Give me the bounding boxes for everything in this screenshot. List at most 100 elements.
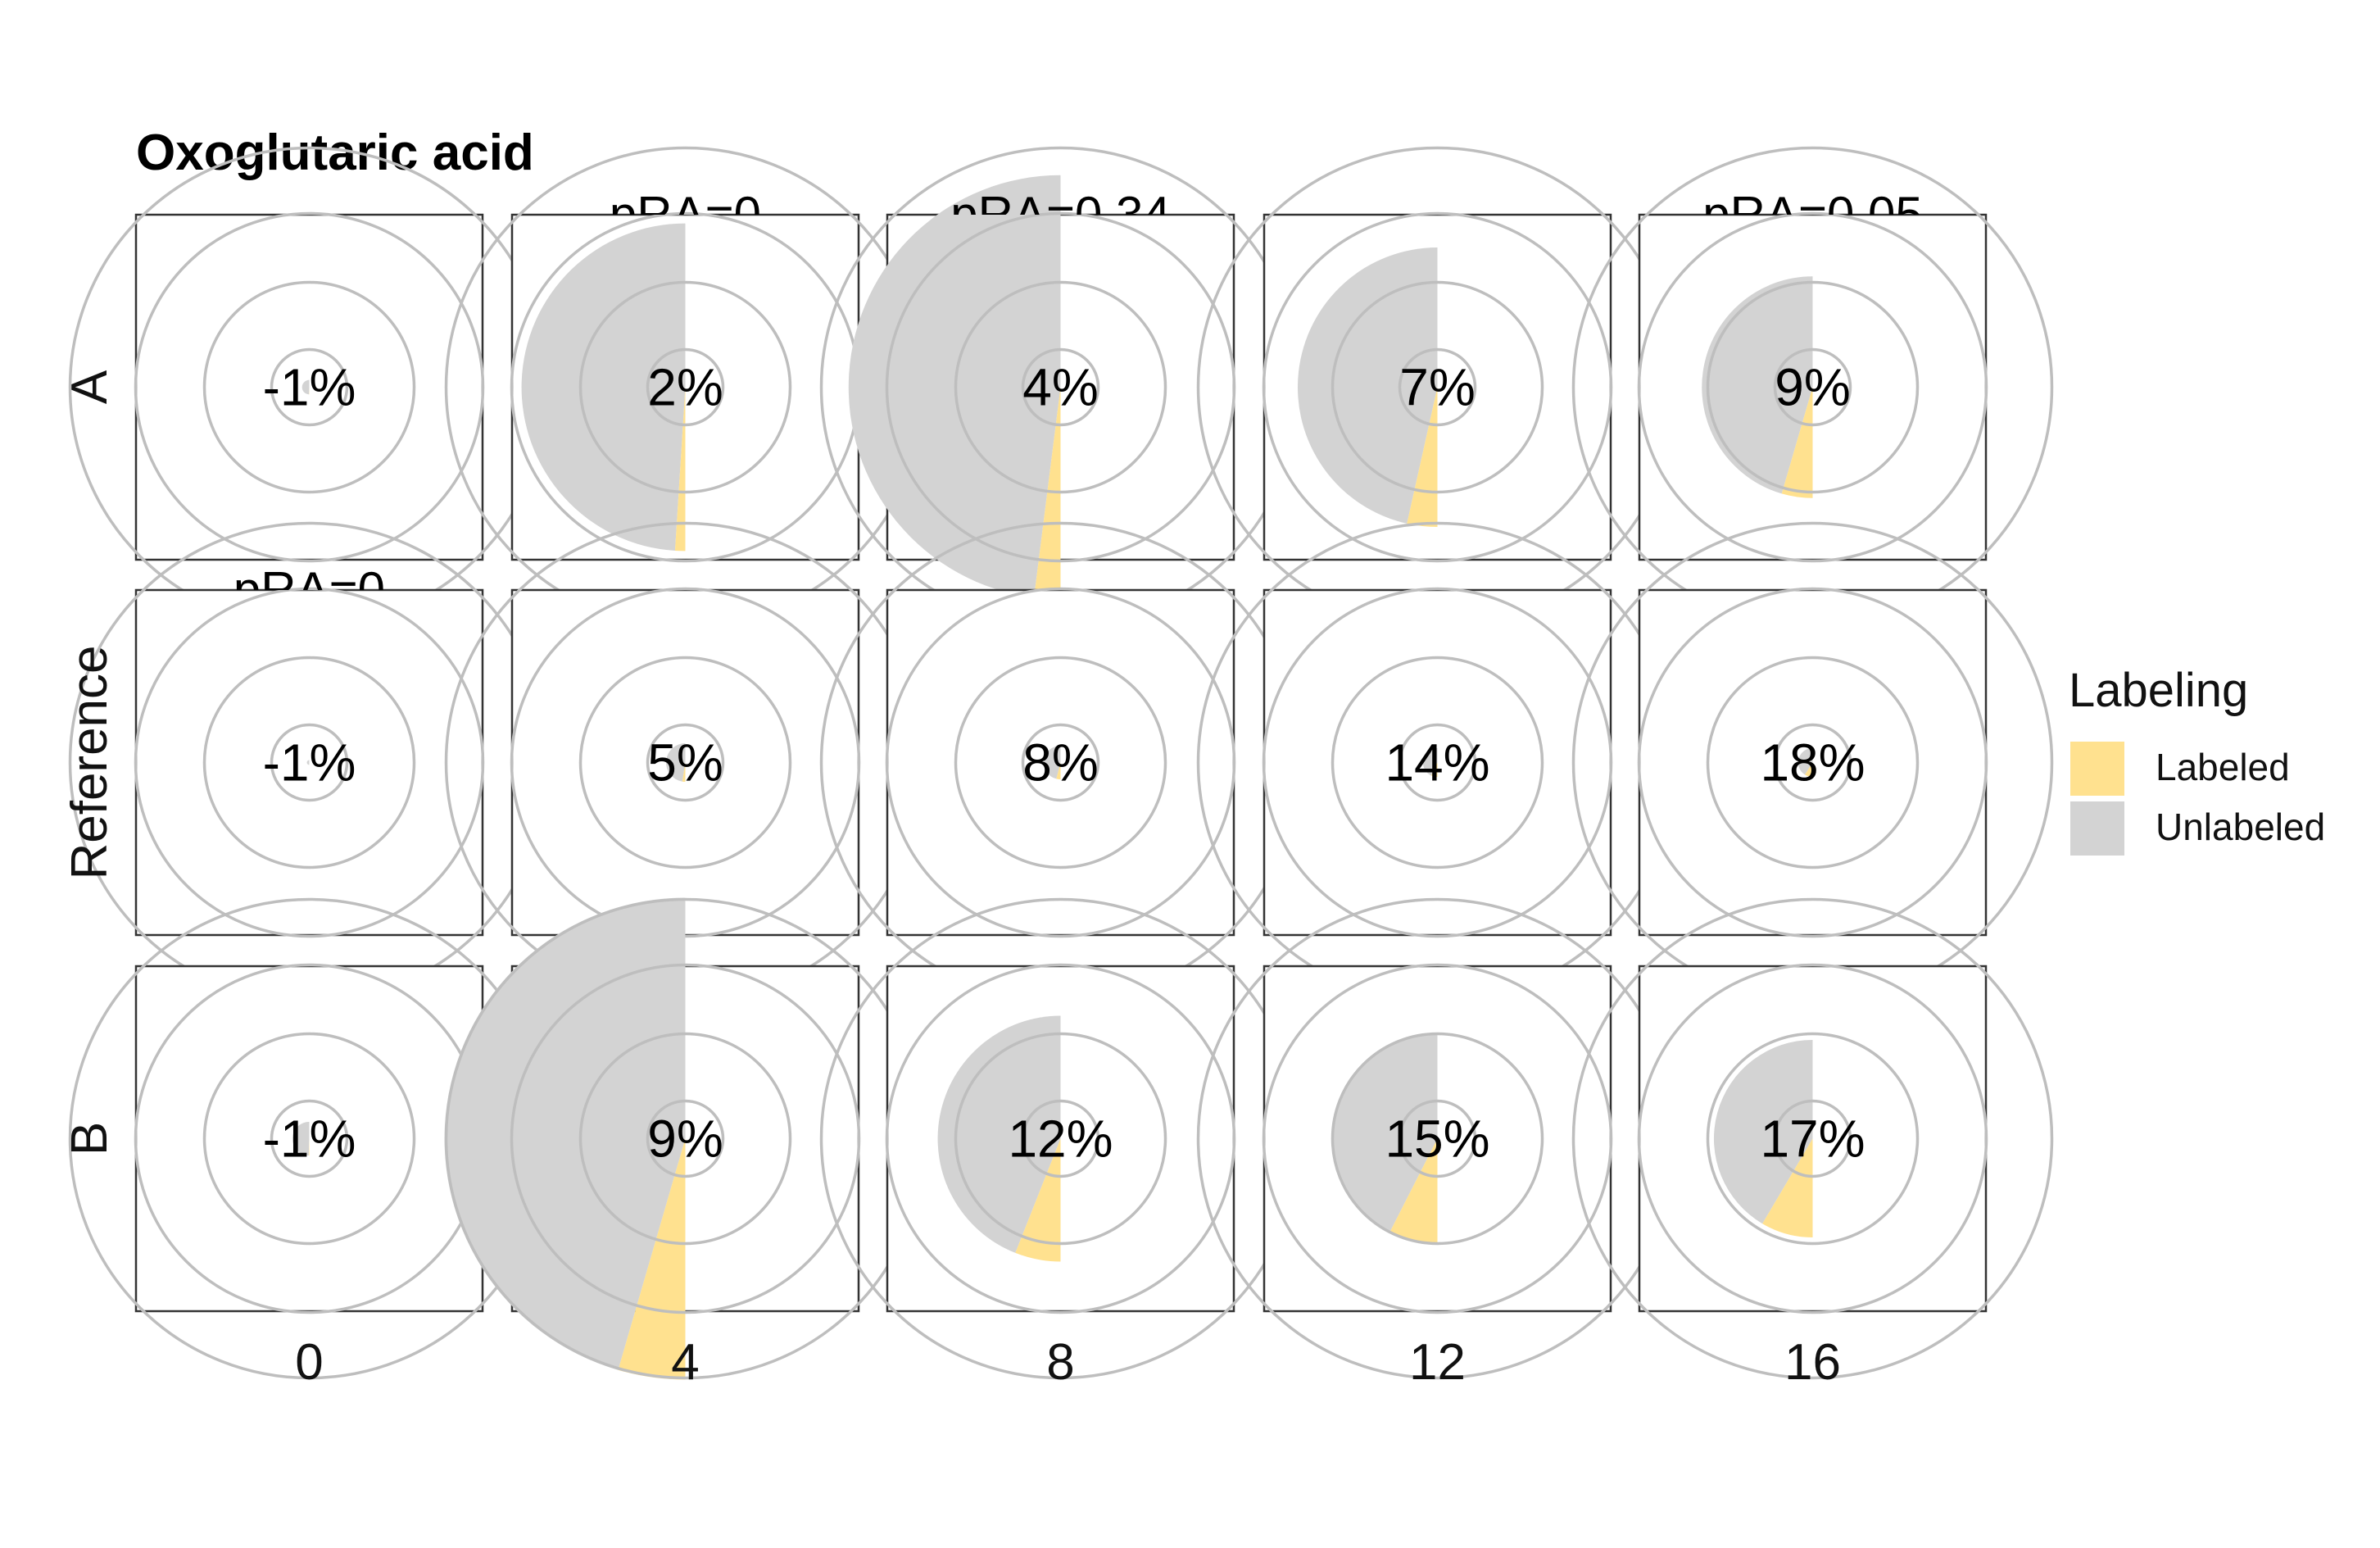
pra-label: pRA=0 — [233, 562, 385, 617]
panel-reference-8: 8% — [819, 521, 1302, 1004]
panel-grid: -1% 2% pRA=0 4% pRA=0.34 7% 9% pRA=0.05 -1% pRA=0… — [61, 146, 2054, 1391]
labeled-wedge — [1430, 762, 1438, 778]
unlabeled-wedge — [1297, 247, 1438, 524]
unlabeled-wedge — [1331, 1033, 1438, 1233]
percent-label: 4% — [1022, 358, 1099, 417]
column-label-4: 4 — [671, 1334, 699, 1391]
grid-ring — [1706, 280, 1920, 494]
panel-b-4: 9% — [444, 897, 927, 1380]
grid-ring — [646, 723, 725, 802]
grid-ring — [134, 587, 485, 938]
percent-label: 14% — [1385, 733, 1489, 792]
labeled-wedge — [1762, 1138, 1813, 1238]
grid-ring — [134, 211, 485, 563]
grid-ring — [1637, 211, 1988, 563]
labeled-wedge — [1056, 762, 1061, 780]
unlabeled-wedge — [1713, 1039, 1813, 1224]
percent-label: 7% — [1399, 358, 1476, 417]
unlabeled-wedge — [1797, 747, 1813, 775]
unlabeled-wedge — [301, 379, 310, 395]
percent-label: 5% — [647, 733, 723, 792]
grid-ring — [885, 211, 1236, 563]
percent-label: 9% — [1775, 358, 1851, 417]
chart-title: Oxoglutaric acid — [136, 125, 534, 181]
panel-reference-16: 18% — [1571, 521, 2054, 1004]
column-label-0: 0 — [295, 1334, 323, 1391]
unlabeled-wedge — [665, 742, 686, 782]
panel-a-12: 7% — [1196, 146, 1679, 629]
grid-ring — [1773, 723, 1852, 802]
grid-ring — [646, 347, 725, 427]
grid-ring — [202, 656, 416, 869]
grid-ring — [1773, 1099, 1852, 1178]
percent-label: 15% — [1385, 1110, 1489, 1169]
grid-ring — [1262, 587, 1613, 938]
legend-key-labeled — [2070, 742, 2124, 796]
grid-ring — [1262, 211, 1613, 563]
grid-ring — [1571, 897, 2054, 1380]
grid-ring — [1398, 347, 1477, 427]
unlabeled-wedge — [1702, 276, 1813, 494]
legend-label-labeled: Labeled — [2156, 746, 2290, 788]
grid-ring — [1331, 656, 1544, 869]
row-label-a: A — [61, 370, 118, 404]
grid-ring — [1398, 1099, 1477, 1178]
grid-ring — [646, 1099, 725, 1178]
panel-b-16: 17% — [1571, 897, 2054, 1380]
column-label-16: 16 — [1784, 1334, 1841, 1391]
labeled-wedge — [1805, 762, 1813, 778]
labeled-wedge — [682, 762, 686, 783]
grid-ring — [270, 723, 349, 802]
percent-label: 17% — [1760, 1110, 1865, 1169]
labeled-wedge — [308, 1138, 310, 1156]
panel-reference-0: -1% pRA=0 — [68, 521, 551, 1004]
percent-label: 18% — [1760, 733, 1865, 792]
grid-ring — [1021, 1099, 1100, 1178]
grid-ring — [1773, 347, 1852, 427]
grid-ring — [885, 587, 1236, 938]
labeled-wedge — [674, 387, 686, 552]
row-label-b: B — [61, 1122, 118, 1155]
labeled-wedge — [1015, 1138, 1061, 1262]
grid-ring — [578, 1032, 792, 1246]
panel-b-8: 12% — [819, 897, 1302, 1380]
legend-label-unlabeled: Unlabeled — [2156, 806, 2325, 848]
grid-ring — [1331, 280, 1544, 494]
grid-ring — [954, 280, 1167, 494]
unlabeled-wedge — [306, 760, 310, 765]
grid-ring — [1021, 723, 1100, 802]
labeled-wedge — [618, 1138, 686, 1380]
unlabeled-wedge — [937, 1015, 1061, 1253]
grid-ring — [1637, 963, 1988, 1314]
grid-ring — [202, 1032, 416, 1246]
grid-ring — [1331, 1032, 1544, 1246]
legend-key-unlabeled — [2070, 801, 2124, 856]
labeled-wedge — [1389, 1138, 1438, 1245]
pra-label: pRA=0.05 — [1702, 187, 1923, 242]
grid-ring — [270, 1099, 349, 1178]
panel-a-16: 9% pRA=0.05 — [1571, 146, 2054, 629]
column-label-8: 8 — [1046, 1334, 1074, 1391]
percent-label: 8% — [1022, 733, 1099, 792]
grid-ring — [510, 963, 861, 1314]
grid-ring — [1706, 656, 1920, 869]
grid-ring — [202, 280, 416, 494]
panel-b-0: -1% — [68, 897, 551, 1380]
grid-ring — [1398, 723, 1477, 802]
panel-reference-4: 5% — [444, 521, 927, 1004]
grid-ring — [954, 656, 1167, 869]
row-label-reference: Reference — [61, 645, 118, 879]
unlabeled-wedge — [444, 897, 686, 1370]
grid-ring — [954, 1032, 1167, 1246]
grid-ring — [270, 347, 349, 427]
grid-ring — [1706, 1032, 1920, 1246]
percent-label: -1% — [263, 733, 356, 792]
grid-ring — [578, 280, 792, 494]
grid-ring — [1637, 587, 1988, 938]
labeled-wedge — [1781, 387, 1813, 498]
percent-label: 12% — [1008, 1110, 1113, 1169]
grid-ring — [885, 963, 1236, 1314]
unlabeled-wedge — [521, 223, 686, 552]
unlabeled-wedge — [1422, 747, 1438, 776]
